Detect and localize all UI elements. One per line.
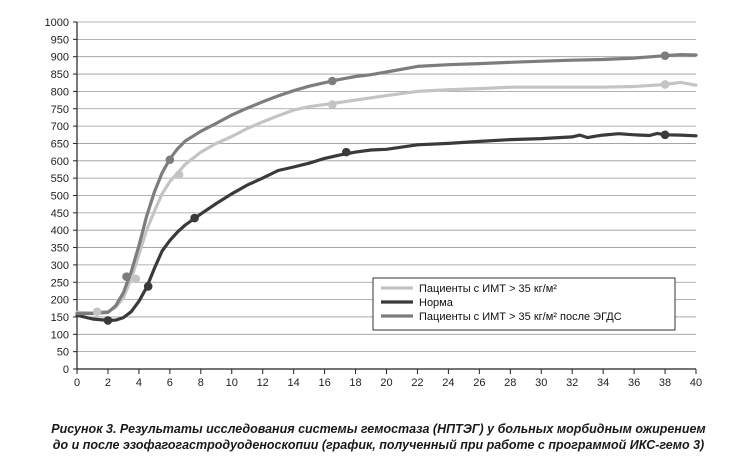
y-tick-label: 400 bbox=[51, 225, 69, 237]
x-tick-label: 8 bbox=[198, 377, 204, 389]
axes: 0501001502002503003504004505005506006507… bbox=[45, 17, 703, 389]
y-tick-label: 900 bbox=[51, 52, 69, 64]
x-tick-label: 22 bbox=[411, 377, 423, 389]
series-3-marker bbox=[122, 272, 131, 281]
series-2-marker bbox=[143, 282, 153, 291]
series-3-marker bbox=[660, 51, 670, 60]
y-tick-label: 200 bbox=[51, 295, 69, 307]
series-3-marker bbox=[328, 76, 337, 86]
series-2-marker bbox=[190, 213, 199, 223]
x-tick-label: 36 bbox=[628, 377, 640, 389]
x-tick-label: 16 bbox=[318, 377, 330, 389]
x-tick-label: 38 bbox=[659, 377, 671, 389]
y-tick-label: 150 bbox=[51, 312, 69, 324]
x-tick-label: 6 bbox=[167, 377, 173, 389]
y-tick-label: 250 bbox=[51, 277, 69, 289]
y-tick-label: 650 bbox=[51, 138, 69, 150]
figure-caption: Рисунок 3. Результаты исследования систе… bbox=[16, 421, 741, 453]
x-tick-label: 2 bbox=[105, 377, 111, 389]
line-chart: 0501001502002503003504004505005506006507… bbox=[45, 17, 703, 389]
series-2-marker bbox=[103, 316, 113, 325]
y-tick-label: 600 bbox=[51, 156, 69, 168]
series-3-marker bbox=[165, 155, 175, 165]
x-tick-label: 4 bbox=[136, 377, 142, 389]
series-markers bbox=[92, 51, 670, 325]
x-tick-label: 14 bbox=[288, 377, 300, 389]
x-tick-label: 20 bbox=[380, 377, 392, 389]
x-tick-label: 32 bbox=[566, 377, 578, 389]
y-tick-label: 450 bbox=[51, 208, 69, 220]
series-line-3 bbox=[75, 52, 698, 316]
legend-label-1: Пациенты с ИМТ > 35 кг/м² bbox=[419, 283, 557, 295]
y-tick-label: 500 bbox=[51, 191, 69, 203]
x-tick-label: 18 bbox=[349, 377, 361, 389]
caption-line-1: Рисунок 3. Результаты исследования систе… bbox=[51, 422, 706, 436]
x-tick-label: 40 bbox=[690, 377, 702, 389]
y-tick-label: 100 bbox=[51, 329, 69, 341]
x-tick-label: 30 bbox=[535, 377, 547, 389]
series-1-marker bbox=[328, 100, 337, 109]
y-tick-label: 850 bbox=[51, 69, 69, 81]
series-1-marker bbox=[660, 80, 670, 89]
y-tick-label: 1000 bbox=[45, 17, 69, 29]
y-tick-label: 50 bbox=[57, 347, 69, 359]
legend-box bbox=[372, 277, 676, 331]
y-tick-label: 300 bbox=[51, 260, 69, 272]
caption-line-2: до и после эзофагогастродуоденоскопии (г… bbox=[52, 438, 705, 452]
series-2-marker bbox=[660, 130, 670, 140]
series-2-marker bbox=[341, 147, 351, 157]
y-tick-label: 950 bbox=[51, 34, 69, 46]
series-line-1 bbox=[75, 80, 698, 315]
legend: Пациенты с ИМТ > 35 кг/м² Норма Пациенты с… bbox=[372, 277, 676, 331]
y-tick-label: 350 bbox=[51, 243, 69, 255]
series-1-marker bbox=[131, 274, 141, 284]
x-tick-label: 0 bbox=[74, 377, 80, 389]
x-tick-label: 10 bbox=[226, 377, 238, 389]
y-tick-label: 700 bbox=[51, 121, 69, 133]
x-tick-label: 28 bbox=[504, 377, 516, 389]
y-tick-label: 800 bbox=[51, 86, 69, 98]
x-tick-label: 12 bbox=[257, 377, 269, 389]
x-tick-label: 26 bbox=[473, 377, 485, 389]
y-tick-label: 550 bbox=[51, 173, 69, 185]
series-1-marker bbox=[92, 307, 102, 317]
x-tick-label: 24 bbox=[442, 377, 454, 389]
legend-label-2: Норма bbox=[419, 297, 454, 309]
legend-label-3: Пациенты с ИМТ > 35 кг/м² после ЭГДС bbox=[419, 311, 622, 323]
y-tick-label: 0 bbox=[63, 364, 69, 376]
series-1-marker bbox=[174, 170, 184, 179]
y-tick-label: 750 bbox=[51, 104, 69, 116]
x-tick-label: 34 bbox=[597, 377, 609, 389]
